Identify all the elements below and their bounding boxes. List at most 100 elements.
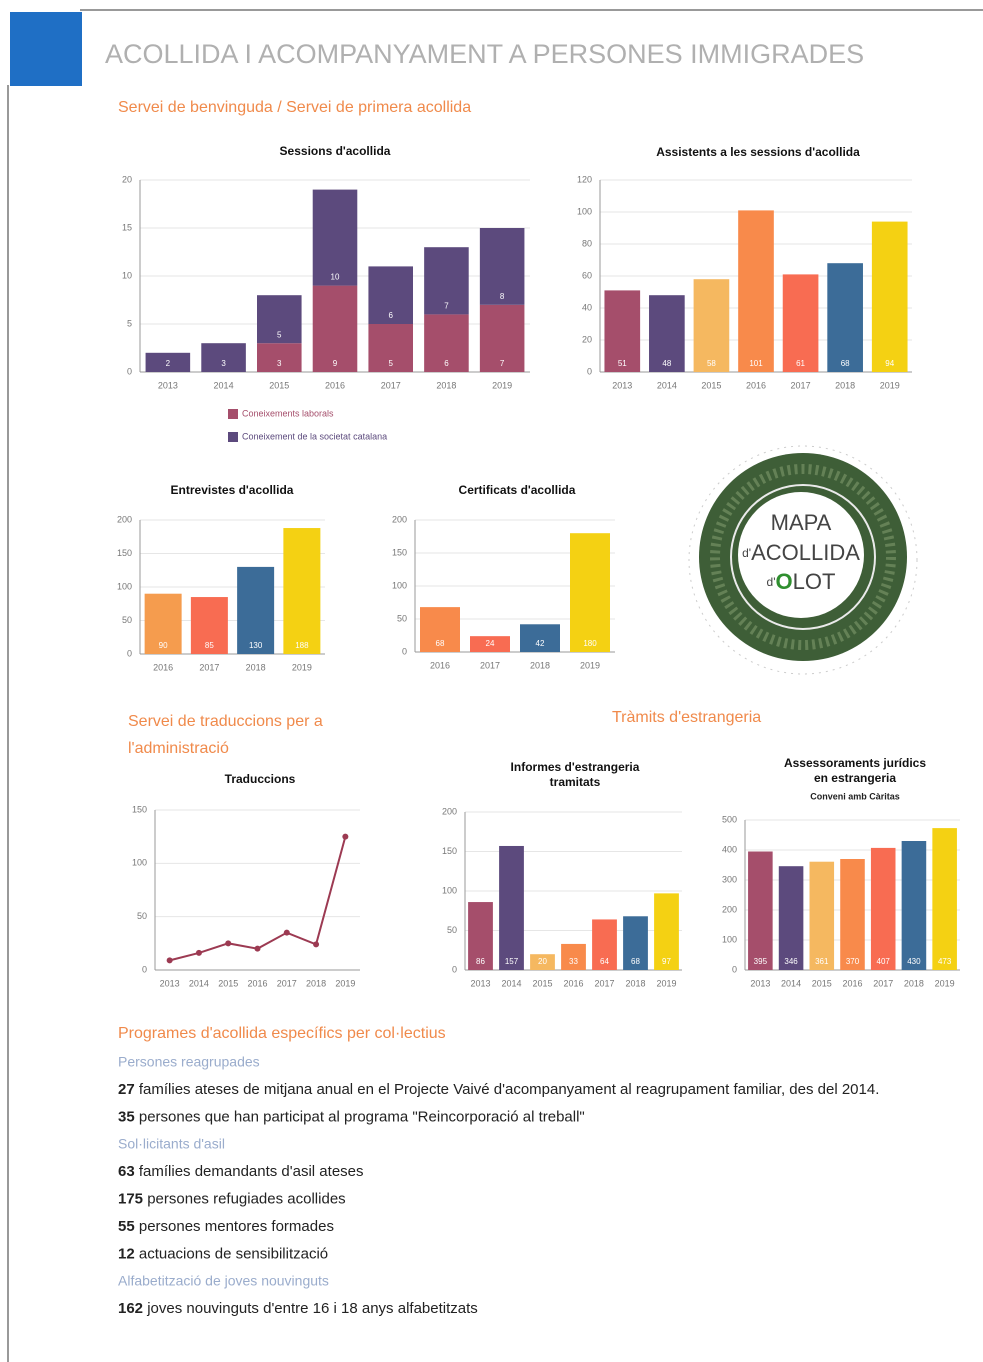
point	[313, 941, 320, 948]
value-label: 86	[476, 957, 485, 966]
bar	[420, 607, 460, 652]
x-tick-label: 2017	[199, 662, 219, 672]
chart-title: tramitats	[550, 775, 601, 789]
legend-swatch	[228, 432, 238, 442]
value-label: 8	[500, 292, 505, 301]
y-tick-label: 200	[442, 806, 457, 816]
value-label: 6	[388, 311, 393, 320]
bar	[649, 295, 685, 372]
x-tick-label: 2019	[492, 380, 512, 390]
y-tick-label: 0	[127, 648, 132, 658]
bar	[283, 528, 321, 654]
bar	[257, 295, 302, 344]
value-label: 48	[662, 359, 671, 368]
value-label: 370	[846, 957, 860, 966]
value-label: 407	[877, 957, 891, 966]
bar	[190, 597, 228, 654]
y-tick-label: 100	[132, 858, 147, 868]
point	[342, 833, 349, 840]
value-label: 24	[486, 639, 495, 648]
map-outer-ring	[688, 445, 918, 675]
item-number: 55	[118, 1218, 135, 1235]
y-tick-label: 200	[117, 514, 132, 524]
value-label: 68	[631, 957, 640, 966]
bar	[827, 263, 863, 372]
value-label: 85	[205, 641, 214, 650]
y-tick-label: 0	[587, 366, 592, 376]
bar	[530, 954, 555, 970]
bar	[479, 228, 525, 305]
x-tick-label: 2017	[277, 978, 297, 988]
x-tick-label: 2013	[750, 978, 770, 988]
value-label: 51	[618, 359, 627, 368]
item-text: persones refugiades acollides	[143, 1190, 346, 1207]
bar	[561, 943, 586, 970]
y-tick-label: 300	[722, 874, 737, 884]
item-text: famílies demandants d'asil ateses	[135, 1163, 364, 1180]
y-tick-label: 120	[577, 174, 592, 184]
y-tick-label: 200	[722, 904, 737, 914]
item-number: 175	[118, 1190, 143, 1207]
x-tick-label: 2017	[594, 978, 614, 988]
bar	[237, 566, 275, 654]
section-title: Servei de benvinguda / Servei de primera…	[118, 99, 471, 116]
chart-title: Traduccions	[225, 772, 296, 786]
legend-label: Coneixement de la societat catalana	[242, 431, 387, 441]
chart-subtitle: Conveni amb Càritas	[810, 791, 900, 801]
x-tick-label: 2018	[530, 660, 550, 670]
value-label: 33	[569, 957, 578, 966]
chart-title: Assistents a les sessions d'acollida	[656, 145, 860, 159]
y-tick-label: 15	[122, 222, 132, 232]
x-tick-label: 2014	[781, 978, 801, 988]
value-label: 64	[600, 957, 609, 966]
chart-title: Assessoraments jurídics	[784, 756, 926, 770]
value-label: 130	[249, 641, 263, 650]
x-tick-label: 2016	[247, 978, 267, 988]
value-label: 58	[707, 359, 716, 368]
section-title: l'administració	[128, 740, 229, 757]
x-tick-label: 2019	[656, 978, 676, 988]
value-label: 9	[333, 359, 338, 368]
item-text: joves nouvinguts d'entre 16 i 18 anys al…	[143, 1300, 478, 1317]
y-tick-label: 100	[117, 581, 132, 591]
value-label: 3	[277, 359, 282, 368]
x-tick-label: 2018	[835, 380, 855, 390]
x-tick-label: 2019	[580, 660, 600, 670]
value-label: 7	[500, 359, 505, 368]
x-tick-label: 2017	[480, 660, 500, 670]
item-text: famílies ateses de mitjana anual en el P…	[135, 1081, 880, 1098]
group-heading: Persones reagrupades	[118, 1054, 260, 1070]
program-item: 27 famílies ateses de mitjana anual en e…	[118, 1081, 879, 1098]
point	[195, 949, 202, 956]
bar	[424, 247, 469, 315]
page-title: ACOLLIDA I ACOMPANYAMENT A PERSONES IMMI…	[105, 39, 864, 69]
x-tick-label: 2015	[532, 978, 552, 988]
map-prefix: d'	[767, 575, 776, 589]
bar	[145, 352, 191, 372]
x-tick-label: 2016	[746, 380, 766, 390]
bar	[499, 845, 524, 970]
y-tick-label: 5	[127, 318, 132, 328]
value-label: 61	[796, 359, 805, 368]
bar	[738, 210, 774, 372]
value-label: 157	[505, 957, 519, 966]
y-tick-label: 50	[122, 615, 132, 625]
x-tick-label: 2015	[701, 380, 721, 390]
item-number: 63	[118, 1163, 135, 1180]
program-item: 63 famílies demandants d'asil ateses	[118, 1163, 364, 1180]
bar	[901, 841, 927, 970]
value-label: 20	[538, 957, 547, 966]
map-title: MAPA	[771, 510, 832, 535]
value-label: 101	[749, 359, 763, 368]
x-tick-label: 2016	[563, 978, 583, 988]
y-tick-label: 80	[582, 238, 592, 248]
x-tick-label: 2015	[269, 380, 289, 390]
value-label: 5	[388, 359, 393, 368]
y-tick-label: 150	[442, 846, 457, 856]
value-label: 94	[885, 359, 894, 368]
x-tick-label: 2018	[625, 978, 645, 988]
x-tick-label: 2013	[160, 978, 180, 988]
bar	[257, 343, 302, 372]
y-tick-label: 200	[392, 514, 407, 524]
